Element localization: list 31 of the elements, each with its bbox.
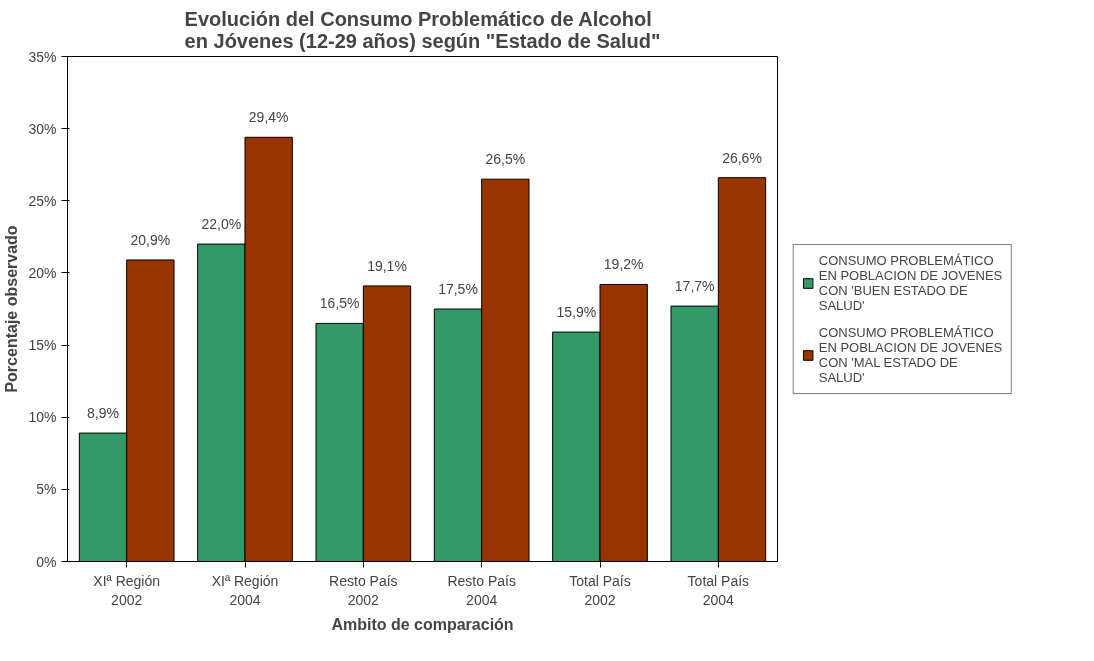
x-tick-label: Resto País 2004 xyxy=(447,572,516,608)
y-tick-label: 25% xyxy=(28,192,57,209)
legend-label: CONSUMO PROBLEMÁTICO EN POBLACION DE JOVENES CON 'BUEN ESTADO DE SALUD' xyxy=(818,252,1003,313)
x-tick-label: Total País 2002 xyxy=(569,572,631,608)
data-label: 17,5% xyxy=(438,281,478,297)
x-tick-label: XIª Región 2002 xyxy=(93,572,161,608)
x-tick-label: XIª Región 2004 xyxy=(211,572,279,608)
y-tick-label: 30% xyxy=(28,120,57,137)
data-label: 20,9% xyxy=(130,231,171,248)
x-tick-label: Resto País 2002 xyxy=(329,572,398,608)
y-axis-title: Porcentaje observado xyxy=(3,225,21,393)
data-label: 26,5% xyxy=(485,151,526,168)
y-tick-label: 20% xyxy=(28,264,57,281)
data-label: 16,5% xyxy=(319,295,360,312)
data-label: 15,9% xyxy=(556,304,597,321)
y-tick-label: 10% xyxy=(28,409,57,426)
x-tick-label: Total País 2004 xyxy=(687,572,750,608)
data-label: 19,2% xyxy=(603,256,644,273)
data-label: 26,6% xyxy=(722,149,762,166)
legend-label: CONSUMO PROBLEMÁTICO EN POBLACION DE JOVENES CON 'MAL ESTADO DE SALUD' xyxy=(818,324,1003,385)
y-tick-label: 5% xyxy=(36,481,57,498)
data-label: 17,7% xyxy=(674,278,715,295)
y-tick-label: 0% xyxy=(36,553,57,570)
data-label: 8,9% xyxy=(87,405,119,422)
chart-title: Evolución del Consumo Problemático de Alcohol en Jóvenes (12-29 años) según "Estado de Salud" xyxy=(184,7,661,52)
y-tick-label: 15% xyxy=(28,337,57,354)
x-axis-title: Ambito de comparación xyxy=(331,615,514,633)
data-label: 19,1% xyxy=(367,257,407,274)
data-label: 22,0% xyxy=(201,216,242,233)
y-tick-label: 35% xyxy=(28,48,57,65)
data-label: 29,4% xyxy=(248,109,289,126)
